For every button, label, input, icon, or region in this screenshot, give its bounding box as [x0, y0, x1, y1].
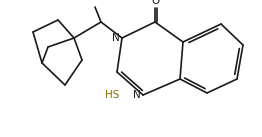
Text: N: N: [112, 33, 120, 43]
Text: N: N: [133, 90, 141, 100]
Text: O: O: [151, 0, 159, 6]
Text: HS: HS: [105, 90, 119, 100]
